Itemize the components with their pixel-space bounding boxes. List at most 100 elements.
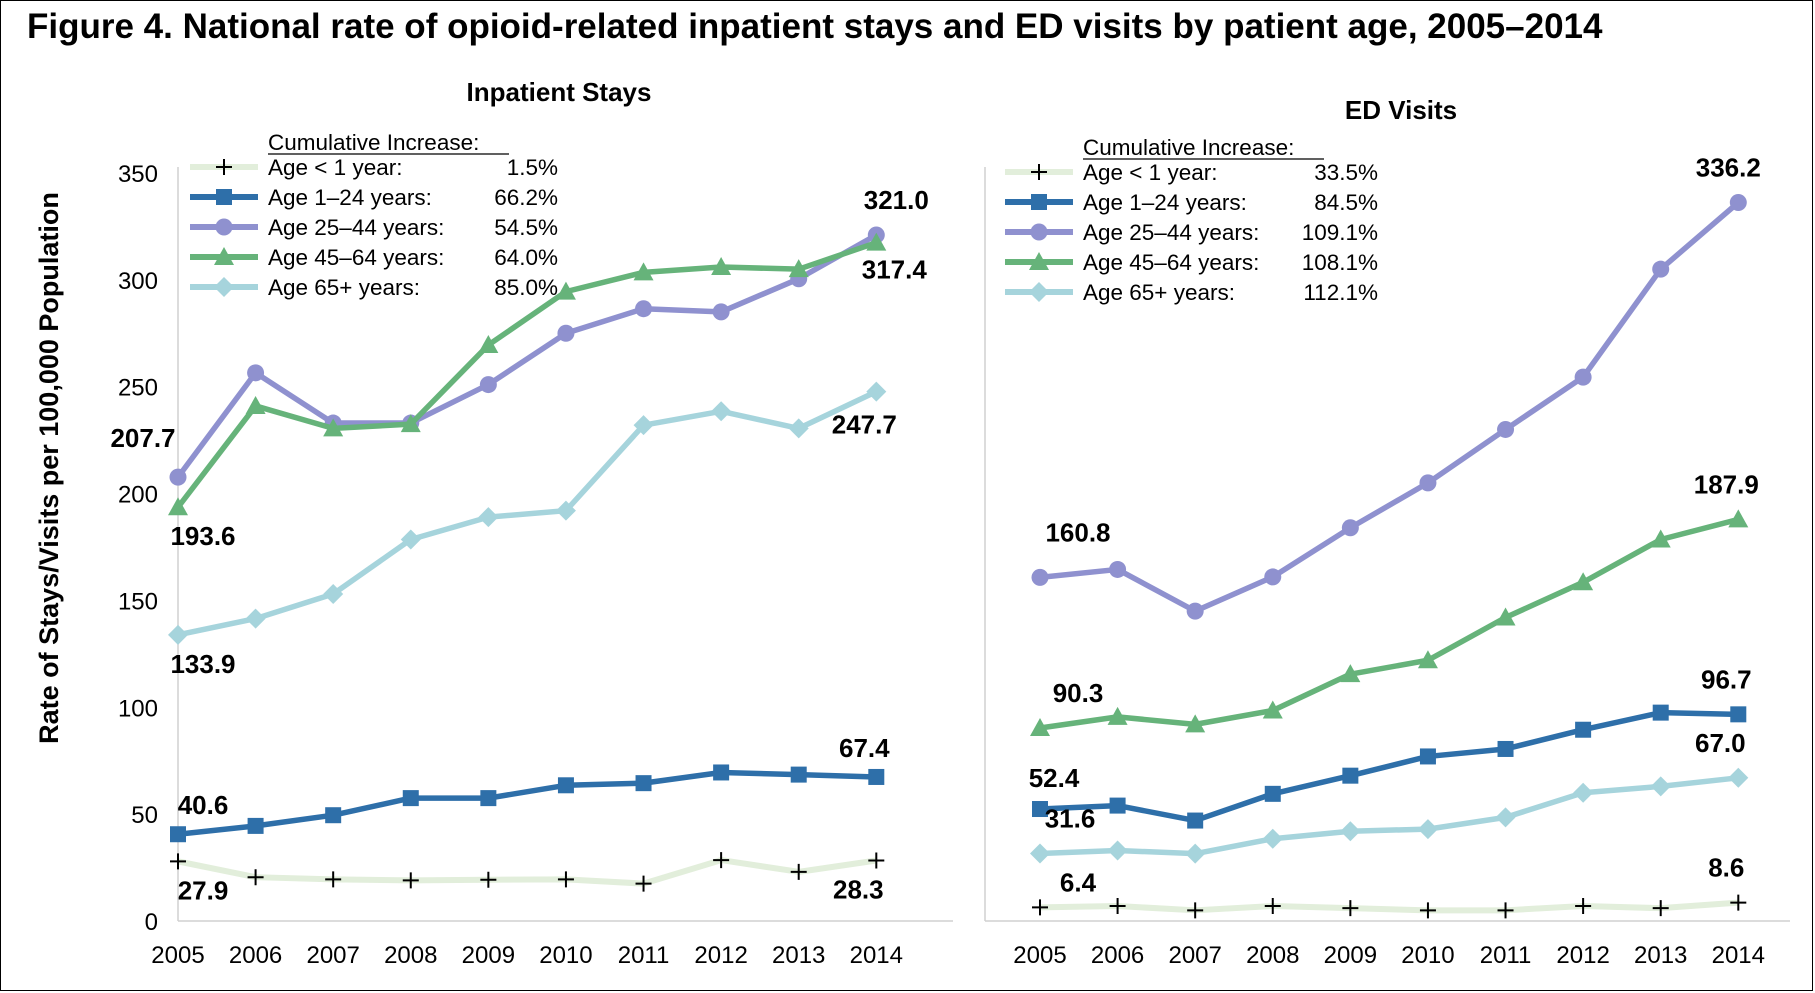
legend-label-age-1-24: Age 1–24 years: [1083,190,1247,215]
data-point-age-65plus [1262,828,1283,849]
data-point-age-1-24 [1109,797,1126,814]
data-point-age-45-64 [1650,529,1671,548]
data-point-age-1-24 [1497,740,1514,757]
x-tick-label: 2007 [306,942,359,969]
data-label: 317.4 [862,255,928,285]
legend-title: Cumulative Increase: [1083,135,1294,160]
data-point-age-lt1 [1497,902,1514,919]
data-point-age-65plus [1495,807,1516,828]
data-point-age-1-24 [1032,801,1048,818]
data-label: 336.2 [1696,152,1761,182]
data-point-age-45-64 [1417,650,1438,669]
legend-marker-age-25-44 [215,218,233,236]
x-tick-label: 2006 [229,942,282,969]
data-label: 67.0 [1695,728,1746,758]
x-tick-label: 2009 [462,942,515,969]
data-label: 247.7 [832,410,897,440]
y-tick-label: 100 [118,695,158,722]
data-point-age-lt1 [247,869,264,886]
data-point-age-45-64 [866,232,887,251]
data-point-age-45-64 [1340,664,1361,683]
data-point-age-1-24 [402,790,419,807]
data-point-age-45-64 [788,259,809,278]
legend-marker-age-25-44 [1030,223,1048,241]
data-point-age-1-24 [480,790,497,807]
legend-label-age-lt1: Age < 1 year: [1083,160,1217,185]
x-tick-label: 2014 [850,942,903,969]
data-point-age-65plus [1417,819,1438,840]
data-point-age-45-64 [1107,706,1128,725]
y-tick-label: 200 [118,482,158,509]
data-point-age-45-64 [1185,714,1206,733]
data-point-age-65plus [400,529,421,550]
data-label: 187.9 [1694,469,1759,499]
series-line-age-65plus [1039,775,1739,857]
data-point-age-65plus [1185,843,1206,864]
series-line-age-1-24 [1039,709,1739,824]
series-line-age-65plus [177,389,878,638]
data-label: 27.9 [178,875,229,905]
data-point-age-lt1 [1730,894,1747,911]
legend-increase-age-25-44: 109.1% [1302,220,1378,245]
x-tick-label: 2014 [1712,942,1765,969]
data-point-age-25-44 [1031,568,1049,586]
data-label: 8.6 [1708,853,1744,883]
series-line-age-25-44 [1039,200,1741,614]
y-tick-label: 150 [118,588,158,615]
legend-label-age-65plus: Age 65+ years: [1083,280,1235,305]
data-point-age-lt1 [1109,898,1126,915]
legend-marker-age-65plus [214,277,234,297]
legend-label-age-45-64: Age 45–64 years: [268,245,444,270]
legend-label-age-45-64: Age 45–64 years: [1083,250,1259,275]
x-tick-label: 2010 [1401,942,1454,969]
series-line-age-lt1 [177,857,877,887]
data-point-age-45-64 [1262,700,1283,719]
legend-marker-age-45-64 [214,247,234,265]
data-label: 40.6 [178,790,229,820]
legend-marker-age-1-24 [1031,194,1047,210]
data-point-age-1-24 [170,826,186,843]
data-label: 207.7 [110,423,175,453]
data-label: 67.4 [839,733,890,763]
legend-increase-age-lt1: 1.5% [507,155,558,180]
data-point-age-lt1 [868,852,885,869]
data-point-age-lt1 [170,853,186,870]
data-point-age-45-64 [1728,509,1749,528]
data-point-age-lt1 [402,872,419,889]
y-tick-label: 0 [145,909,158,936]
data-label: 321.0 [864,185,929,215]
x-tick-label: 2011 [1480,942,1532,969]
data-point-age-25-44 [1497,420,1515,438]
data-point-age-65plus [1728,767,1749,788]
legend-label-age-1-24: Age 1–24 years: [268,185,432,210]
data-point-age-lt1 [1342,900,1359,917]
data-point-age-1-24 [1730,706,1747,723]
data-point-age-25-44 [1729,193,1747,211]
data-point-age-lt1 [557,871,574,888]
data-point-age-25-44 [1341,519,1359,537]
legend: Cumulative Increase:Age < 1 year: 1.5% Age… [190,130,558,300]
legend-label-age-lt1: Age < 1 year: [268,155,402,180]
x-tick-label: 2013 [1634,942,1687,969]
data-point-age-25-44 [1574,368,1592,386]
legend-increase-age-1-24: 84.5% [1314,190,1378,215]
data-point-age-lt1 [635,875,652,892]
data-point-age-25-44 [635,300,653,318]
data-point-age-1-24 [325,807,342,824]
x-tick-label: 2005 [151,942,204,969]
data-label: 90.3 [1053,678,1104,708]
data-point-age-45-64 [478,335,499,354]
inpatient-stays-panel: Inpatient Stays 2005 2006 2007 2008 2009 2010 2… [34,77,953,969]
data-point-age-lt1 [1032,899,1048,916]
x-tick-label: 2009 [1324,942,1377,969]
x-tick-label: 2006 [1091,942,1144,969]
data-label: 193.6 [170,521,235,551]
data-point-age-25-44 [712,303,730,321]
data-point-age-lt1 [1652,900,1669,917]
data-point-age-1-24 [1652,704,1669,721]
data-point-age-45-64 [555,281,576,300]
x-tick-label: 2008 [1246,942,1299,969]
series-line-age-45-64 [1039,516,1739,731]
data-point-age-25-44 [169,468,187,486]
legend-marker-age-lt1 [216,159,232,175]
